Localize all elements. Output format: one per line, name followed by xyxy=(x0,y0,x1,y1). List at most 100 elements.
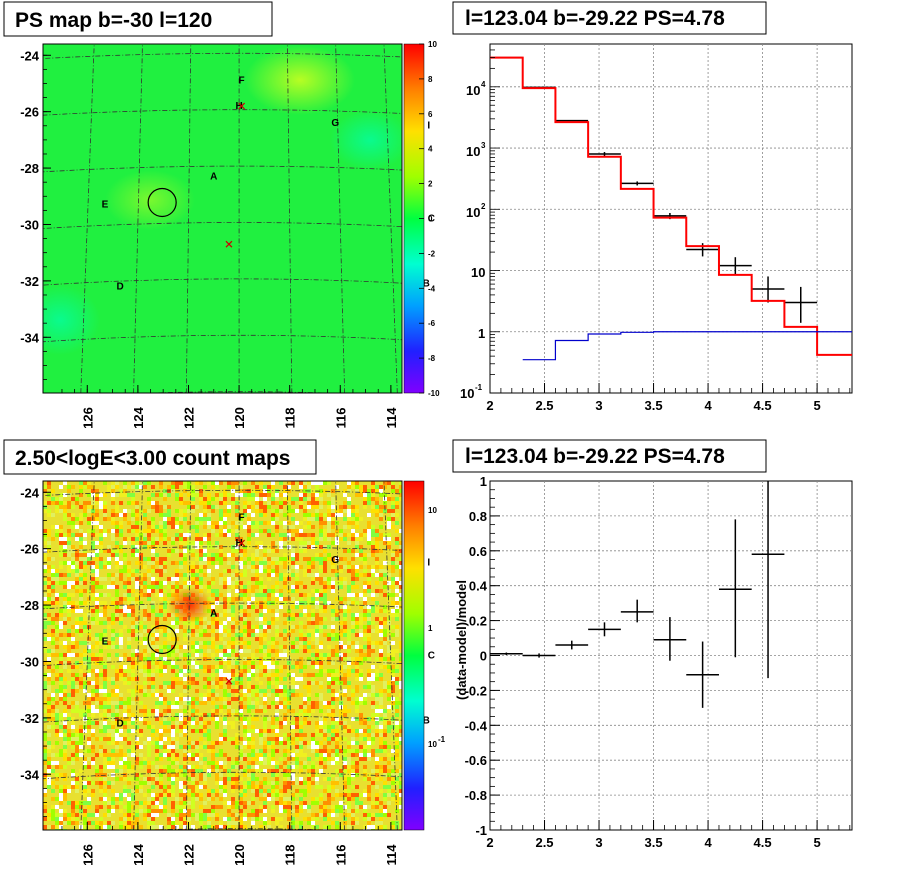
count-map-pixel xyxy=(243,705,247,709)
count-map-pixel xyxy=(367,737,371,741)
count-map-pixel xyxy=(87,697,91,701)
count-map-pixel xyxy=(171,701,175,705)
count-map-pixel xyxy=(151,633,155,637)
count-map-pixel xyxy=(171,821,175,825)
count-map-pixel xyxy=(267,661,271,665)
count-map-pixel xyxy=(275,585,279,589)
count-map-pixel xyxy=(247,589,251,593)
count-map-pixel xyxy=(115,685,119,689)
count-map-pixel xyxy=(175,745,179,749)
count-map-pixel xyxy=(119,513,123,517)
count-map-pixel xyxy=(115,745,119,749)
count-map-pixel xyxy=(151,585,155,589)
count-map-pixel xyxy=(151,505,155,509)
count-map-pixel xyxy=(115,737,119,741)
count-map-pixel xyxy=(291,501,295,505)
count-map-pixel xyxy=(339,505,343,509)
count-map-pixel xyxy=(183,673,187,677)
count-map-pixel xyxy=(303,665,307,669)
count-map-pixel xyxy=(83,793,87,797)
count-map-pixel xyxy=(171,785,175,789)
count-map-pixel xyxy=(267,533,271,537)
count-map-pixel xyxy=(159,585,163,589)
count-map-pixel xyxy=(63,641,67,645)
count-map-pixel xyxy=(91,793,95,797)
count-map-pixel xyxy=(171,661,175,665)
count-map-pixel xyxy=(219,497,223,501)
count-map-pixel xyxy=(115,713,119,717)
count-map-pixel xyxy=(103,693,107,697)
count-map-pixel xyxy=(203,701,207,705)
count-map-pixel xyxy=(371,749,375,753)
count-map-pixel xyxy=(111,573,115,577)
count-map-pixel xyxy=(99,797,103,801)
count-map-pixel xyxy=(231,689,235,693)
count-map-pixel xyxy=(175,561,179,565)
count-map-pixel xyxy=(147,685,151,689)
count-map-pixel xyxy=(211,745,215,749)
count-map-pixel xyxy=(135,629,139,633)
count-map-pixel xyxy=(151,637,155,641)
count-map-pixel xyxy=(107,805,111,809)
count-map-pixel xyxy=(203,549,207,553)
count-map-pixel xyxy=(83,505,87,509)
count-map-pixel xyxy=(151,693,155,697)
count-map-pixel xyxy=(283,769,287,773)
count-map-pixel xyxy=(175,581,179,585)
count-map-pixel xyxy=(327,533,331,537)
count-map-pixel xyxy=(359,717,363,721)
count-map-pixel xyxy=(255,689,259,693)
count-map-pixel xyxy=(327,577,331,581)
count-map-pixel xyxy=(59,753,63,757)
count-map-pixel xyxy=(335,485,339,489)
count-map-pixel xyxy=(199,513,203,517)
count-map-pixel xyxy=(147,557,151,561)
count-map-pixel xyxy=(123,705,127,709)
count-map-pixel xyxy=(375,529,379,533)
count-map-pixel xyxy=(231,521,235,525)
ps-map-warm-region xyxy=(105,170,195,230)
count-map-pixel xyxy=(251,493,255,497)
count-map-pixel xyxy=(215,657,219,661)
count-map-pixel xyxy=(283,653,287,657)
count-map-pixel xyxy=(167,485,171,489)
count-map-pixel xyxy=(355,573,359,577)
count-map-pixel xyxy=(103,501,107,505)
count-map-pixel xyxy=(187,481,191,485)
count-map-pixel xyxy=(379,769,383,773)
count-map-pixel xyxy=(311,601,315,605)
count-map-pixel xyxy=(355,753,359,757)
count-map-pixel xyxy=(147,769,151,773)
count-map-pixel xyxy=(63,729,67,733)
count-map-pixel xyxy=(59,677,63,681)
count-map-pixel xyxy=(91,621,95,625)
count-map-pixel xyxy=(315,505,319,509)
count-map-pixel xyxy=(59,713,63,717)
count-map-pixel xyxy=(83,789,87,793)
count-map-pixel xyxy=(171,817,175,821)
count-map-pixel xyxy=(163,557,167,561)
count-map-pixel xyxy=(339,749,343,753)
count-map-pixel xyxy=(155,665,159,669)
count-map-pixel xyxy=(223,765,227,769)
count-map-pixel xyxy=(343,797,347,801)
count-map-pixel xyxy=(83,565,87,569)
count-map-pixel xyxy=(163,665,167,669)
count-map-pixel xyxy=(91,569,95,573)
ps-map-frame xyxy=(42,43,403,394)
count-map-pixel xyxy=(339,569,343,573)
count-map-pixel xyxy=(279,589,283,593)
count-map-pixel xyxy=(227,673,231,677)
count-map-pixel xyxy=(55,777,59,781)
count-map-pixel xyxy=(395,809,399,813)
count-map-pixel xyxy=(59,581,63,585)
count-map-pixel xyxy=(231,621,235,625)
count-map-pixel xyxy=(131,817,135,821)
count-map-pixel xyxy=(363,633,367,637)
count-map-pixel xyxy=(199,633,203,637)
count-map-pixel xyxy=(247,741,251,745)
count-map-pixel xyxy=(79,597,83,601)
count-map-pixel xyxy=(303,697,307,701)
count-map-pixel xyxy=(91,509,95,513)
count-map-pixel xyxy=(303,705,307,709)
